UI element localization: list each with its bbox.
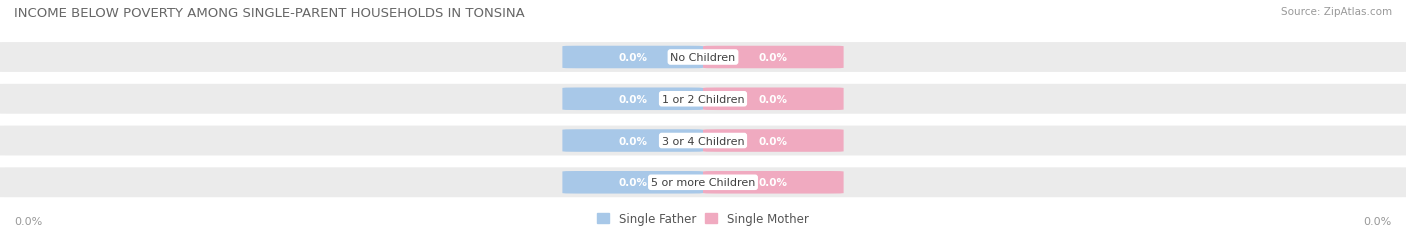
Text: No Children: No Children [671,53,735,63]
FancyBboxPatch shape [562,46,703,69]
FancyBboxPatch shape [0,85,1406,114]
FancyBboxPatch shape [703,46,844,69]
Text: 0.0%: 0.0% [619,94,647,104]
FancyBboxPatch shape [562,88,703,111]
Text: 0.0%: 0.0% [759,94,787,104]
Text: 3 or 4 Children: 3 or 4 Children [662,136,744,146]
FancyBboxPatch shape [703,130,844,152]
Text: 0.0%: 0.0% [619,136,647,146]
Text: 0.0%: 0.0% [619,177,647,188]
Text: 0.0%: 0.0% [619,53,647,63]
FancyBboxPatch shape [703,88,844,111]
Text: 0.0%: 0.0% [759,53,787,63]
Text: 0.0%: 0.0% [14,216,42,226]
Text: 0.0%: 0.0% [759,177,787,188]
Text: INCOME BELOW POVERTY AMONG SINGLE-PARENT HOUSEHOLDS IN TONSINA: INCOME BELOW POVERTY AMONG SINGLE-PARENT… [14,7,524,20]
Text: 0.0%: 0.0% [759,136,787,146]
FancyBboxPatch shape [703,171,844,194]
FancyBboxPatch shape [562,171,703,194]
Text: 0.0%: 0.0% [1364,216,1392,226]
FancyBboxPatch shape [0,43,1406,73]
Text: 1 or 2 Children: 1 or 2 Children [662,94,744,104]
FancyBboxPatch shape [562,130,703,152]
Legend: Single Father, Single Mother: Single Father, Single Mother [598,212,808,225]
FancyBboxPatch shape [0,168,1406,197]
Text: Source: ZipAtlas.com: Source: ZipAtlas.com [1281,7,1392,17]
FancyBboxPatch shape [0,126,1406,156]
Text: 5 or more Children: 5 or more Children [651,177,755,188]
